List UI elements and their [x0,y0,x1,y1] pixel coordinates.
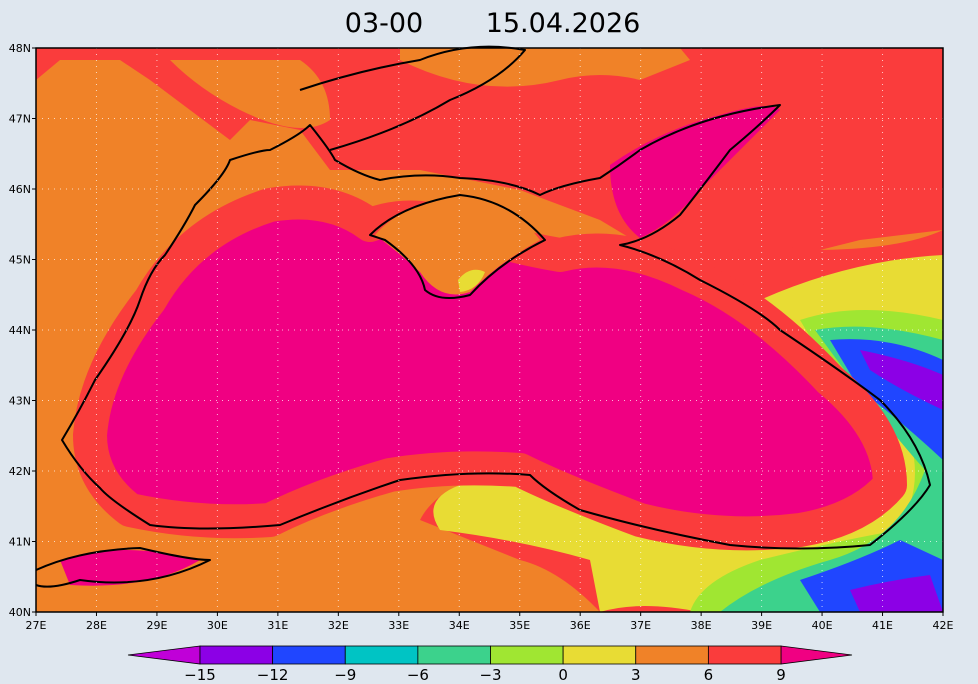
colorbar-segment [635,645,709,665]
x-tick-label: 33E [388,619,409,632]
y-tick-label: 46N [9,183,31,196]
y-tick-label: 43N [9,395,31,408]
x-tick-label: 32E [328,619,349,632]
field-patch [170,60,330,128]
crimea-field [375,195,540,295]
marmara-coast [35,547,211,588]
x-tick-label: 39E [751,619,772,632]
y-tick-label: 41N [9,536,31,549]
y-tick-label: 45N [9,254,31,267]
colorbar-segment [199,645,274,665]
colorbar-segment [707,645,782,665]
colorbar-segment [344,645,419,665]
azov-field [610,106,780,238]
colorbar-label: −6 [407,666,429,684]
x-tick-label: 34E [449,619,470,632]
colorbar-label: 0 [558,666,568,684]
y-tick-label: 40N [9,606,31,619]
colorbar-label: 6 [704,666,714,684]
colorbar-segment [417,645,491,665]
y-tick-label: 48N [9,42,31,55]
marmara-field [60,550,200,586]
x-tick-label: 35E [509,619,530,632]
colorbar-segment [272,645,346,665]
field-patch [458,269,485,292]
colorbar-label: 3 [631,666,641,684]
x-tick-label: 40E [812,619,833,632]
x-tick-label: 28E [86,619,107,632]
field [36,48,943,612]
colorbar-label: −3 [479,666,501,684]
colorbar-label: −12 [257,666,289,684]
title-time: 03-00 [345,8,423,39]
colorbar-segment [562,645,637,665]
axes: 27E 28E 29E 30E 31E 32E 33E 34E 35E 36E 37E 38E 39E 4… [9,42,954,632]
sea-field [73,185,907,551]
title-date: 15.04.2026 [486,8,641,39]
colorbar-label: −9 [334,666,356,684]
x-tick-label: 38E [691,619,712,632]
x-tick-label: 30E [207,619,228,632]
x-tick-label: 37E [630,619,651,632]
x-tick-label: 42E [933,619,954,632]
x-tick-label: 29E [146,619,167,632]
colorbar-under [127,645,201,665]
field-patch [400,48,690,87]
x-tick-label: 31E [267,619,288,632]
black-sea-coast [61,104,931,550]
y-tick-label: 42N [9,465,31,478]
colorbar: −15 −12 −9 −6 −3 0 3 6 9 [127,645,853,684]
colorbar-label: 9 [776,666,786,684]
y-tick-label: 47N [9,113,31,126]
x-tick-label: 41E [872,619,893,632]
y-tick-label: 44N [9,324,31,337]
field-cold [800,339,943,612]
north-coast [299,45,526,151]
field-cold [850,350,943,612]
colorbar-label: −15 [184,666,216,684]
coastline [35,45,931,588]
colorbar-over [780,645,853,665]
x-tick-label: 27E [26,619,47,632]
crimea-coast [369,194,546,300]
x-tick-label: 36E [570,619,591,632]
colorbar-segment [490,645,564,665]
